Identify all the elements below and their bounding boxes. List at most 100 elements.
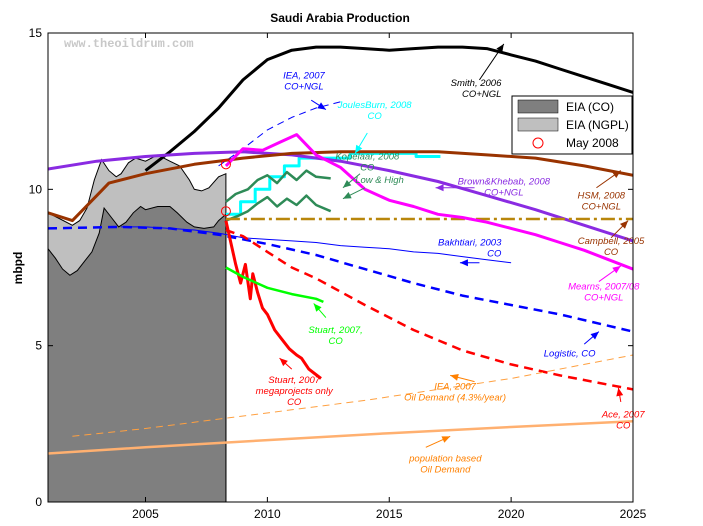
annotation-arrowhead — [313, 303, 322, 312]
annotation-kopelaar: Kopelaar, 2008 CO — [335, 152, 400, 189]
annotation-ace: Ace, 2007 CO — [601, 387, 645, 432]
annotation-hsm: HSM, 2008 CO+NGL — [578, 170, 626, 213]
annotation-arrowhead — [612, 170, 621, 179]
annotation-arrowhead — [342, 179, 352, 188]
annotation-line: CO — [604, 247, 619, 258]
series-line-ace-2007-co — [225, 228, 633, 391]
annotation-line: Oil Demand (4.3%/year) — [404, 392, 506, 403]
annotation-line: CO — [329, 336, 344, 347]
legend-label-may-2008: May 2008 — [566, 136, 619, 150]
eia-co-area — [48, 205, 227, 502]
y-tick-label: 15 — [29, 26, 43, 40]
annotation-text: Mearns, 2007/08 CO+NGL — [568, 281, 640, 303]
annotation-line: Smith, 2006 — [451, 78, 502, 89]
annotation-line: CO — [360, 163, 375, 174]
annotation-line: Kopelaar, 2008 — [335, 152, 400, 163]
annotation-iea: IEA, 2007 CO+NGL — [283, 70, 327, 111]
annotation-text: Ace, 2007 CO — [601, 410, 645, 432]
annotation-line: Low & High — [355, 175, 404, 186]
axes-frame — [47, 32, 634, 503]
y-tick-label: 10 — [29, 182, 43, 196]
annotation-population: population based Oil Demand — [408, 435, 482, 475]
chart-title: Saudi Arabia Production — [270, 11, 410, 25]
annotation-arrowhead — [450, 373, 459, 381]
annotation-stuart_mega: Stuart, 2007 megaprojects only CO — [256, 357, 334, 408]
annotation-line: Ace, 2007 — [601, 410, 645, 421]
annotation-text: Smith, 2006 CO+NGL — [451, 78, 502, 100]
annotation-text: Bakhtiari, 2003 CO — [438, 238, 502, 260]
legend-swatch-may-2008 — [532, 137, 544, 149]
annotation-mearns: Mearns, 2007/08 CO+NGL — [568, 265, 640, 303]
series-line-joulesburn-2008-co — [225, 151, 441, 216]
annotation-campbell: Campbell, 2005 CO — [578, 220, 645, 258]
annotation-arrowhead — [317, 102, 326, 110]
annotation-arrowhead — [355, 144, 363, 154]
legend-label-eia-co: EIA (CO) — [566, 100, 614, 114]
series-line-kopelaar-low-high — [225, 194, 332, 222]
series-line-kopelaar-2008-co — [225, 169, 331, 203]
legend: EIA (CO) EIA (NGPL) May 2008 — [511, 95, 633, 155]
annotation-logistic: Logistic, CO — [544, 331, 600, 360]
annotation-arrowhead — [616, 387, 624, 397]
annotation-text: Stuart, 2007, CO — [308, 325, 362, 347]
annotation-stuart_co: Stuart, 2007, CO — [308, 303, 363, 347]
y-tick-label: 5 — [35, 339, 42, 353]
annotation-iea_demand: IEA, 2007 Oil Demand (4.3%/year) — [404, 373, 506, 403]
annotation-text: Low & High — [355, 175, 404, 186]
annotation-line: CO+NGL — [584, 292, 623, 303]
annotation-line: Bakhtiari, 2003 — [438, 238, 502, 249]
legend-swatch-eia-ngpl — [517, 117, 559, 132]
legend-label-eia-ngpl: EIA (NGPL) — [566, 118, 629, 132]
annotation-text: Campbell, 2005 CO — [578, 236, 645, 258]
x-tick-label: 2025 — [620, 507, 647, 521]
annotation-lowhigh: Low & High — [342, 175, 404, 200]
annotation-line: population based — [408, 453, 482, 464]
annotation-line: CO — [487, 249, 502, 260]
annotation-line: IEA, 2007 — [283, 70, 325, 81]
annotation-text: Kopelaar, 2008 CO — [335, 152, 400, 174]
x-tick-label: 2005 — [132, 507, 159, 521]
x-tick-label: 2020 — [498, 507, 525, 521]
annotation-text: Logistic, CO — [544, 349, 596, 360]
plot-area — [48, 45, 633, 502]
watermark: www.theoildrum.com — [64, 37, 194, 51]
y-axis-label: mbpd — [11, 252, 25, 285]
may-2008-marker-1 — [220, 159, 231, 170]
annotation-line: CO+NGL — [284, 81, 323, 92]
annotation-text: JoulesBurn, 2008 CO — [337, 100, 413, 122]
series-line-mearns-2007-08-co-ngl — [224, 133, 633, 271]
series-line-stuart-2007-co — [225, 266, 324, 304]
series-line-smith-2006-co-ngl — [144, 45, 633, 172]
annotation-text: IEA, 2007 CO+NGL — [283, 70, 325, 92]
annotation-line: JoulesBurn, 2008 — [337, 100, 413, 111]
annotation-line: Stuart, 2007, — [308, 325, 362, 336]
annotation-arrowhead — [612, 265, 621, 274]
axes: 2005 2010 2015 2020 2025 0 5 10 15 — [29, 26, 647, 521]
annotation-text: HSM, 2008 CO+NGL — [578, 191, 626, 213]
x-tick-label: 2010 — [254, 507, 281, 521]
annotation-line: CO+NGL — [484, 188, 523, 199]
annotation-line: Oil Demand — [420, 464, 471, 475]
annotation-line: IEA, 2007 — [434, 381, 476, 392]
legend-swatch-eia-co — [517, 99, 559, 114]
annotation-arrowhead — [279, 358, 288, 367]
annotation-arrowhead — [435, 184, 444, 192]
may-2008-marker-2 — [220, 206, 231, 217]
annotation-arrowhead — [496, 43, 504, 53]
annotation-text: Stuart, 2007 megaprojects only CO — [256, 375, 334, 408]
annotation-bakhtiari: Bakhtiari, 2003 CO — [438, 238, 502, 267]
series-line-brown-khebab-2008-co-ngl — [48, 150, 633, 243]
annotation-line: HSM, 2008 — [578, 191, 626, 202]
annotation-line: Campbell, 2005 — [578, 236, 645, 247]
annotation-line: Stuart, 2007 — [268, 375, 320, 386]
annotation-brown: Brown&Khebab, 2008 CO+NGL — [435, 177, 551, 199]
annotation-arrowhead — [459, 259, 468, 267]
annotation-text: IEA, 2007 Oil Demand (4.3%/year) — [404, 381, 506, 403]
annotation-line: Mearns, 2007/08 — [568, 281, 640, 292]
annotation-line: CO+NGL — [462, 89, 501, 100]
annotation-arrowhead — [590, 331, 599, 340]
series-line-iea-2007-oil-demand-4-3-year — [72, 354, 633, 437]
annotation-text: population based Oil Demand — [408, 453, 482, 475]
